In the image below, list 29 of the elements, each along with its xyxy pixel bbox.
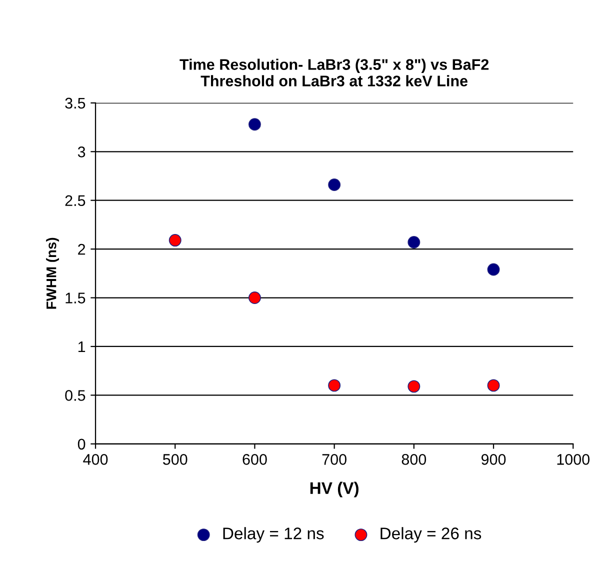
- point: [328, 178, 341, 191]
- point: [487, 263, 500, 276]
- x-tick-label: 1000: [557, 454, 590, 465]
- point: [328, 379, 341, 392]
- y-tick-label: 0: [78, 438, 86, 450]
- point: [168, 234, 182, 247]
- y-tick-label: 1: [78, 342, 86, 352]
- x-tick-label: 600: [242, 454, 267, 465]
- point: [487, 379, 500, 392]
- y-tick-label: 0.5: [65, 390, 86, 401]
- x-axis-title: HV (V): [310, 482, 358, 498]
- y-tick-label: 3: [78, 146, 86, 158]
- legend-label: Delay = 12 ns: [223, 527, 324, 543]
- y-tick-label: 2.5: [65, 195, 86, 206]
- chart-title: Time Resolution- LaBr3 (3.5" x 8") vs BaF2 Threshold on LaBr3 at 1332 keV Line: [180, 58, 489, 86]
- y-tick-label: 2: [78, 244, 86, 255]
- x-tick-label: 700: [322, 454, 346, 465]
- y-tick-label: 3.5: [65, 98, 86, 109]
- y-tick-label: 1.5: [66, 292, 86, 304]
- point: [408, 380, 420, 393]
- x-tick-label: 800: [402, 454, 426, 465]
- x-tick-label: 400: [83, 454, 108, 465]
- legend-label: Delay = 26 ns: [380, 527, 482, 543]
- point: [408, 236, 420, 248]
- x-tick-label: 900: [481, 454, 506, 465]
- point: [248, 292, 261, 304]
- y-axis-title: FWHM (ns): [46, 238, 60, 309]
- x-tick-label: 500: [162, 454, 188, 465]
- point: [248, 118, 261, 131]
